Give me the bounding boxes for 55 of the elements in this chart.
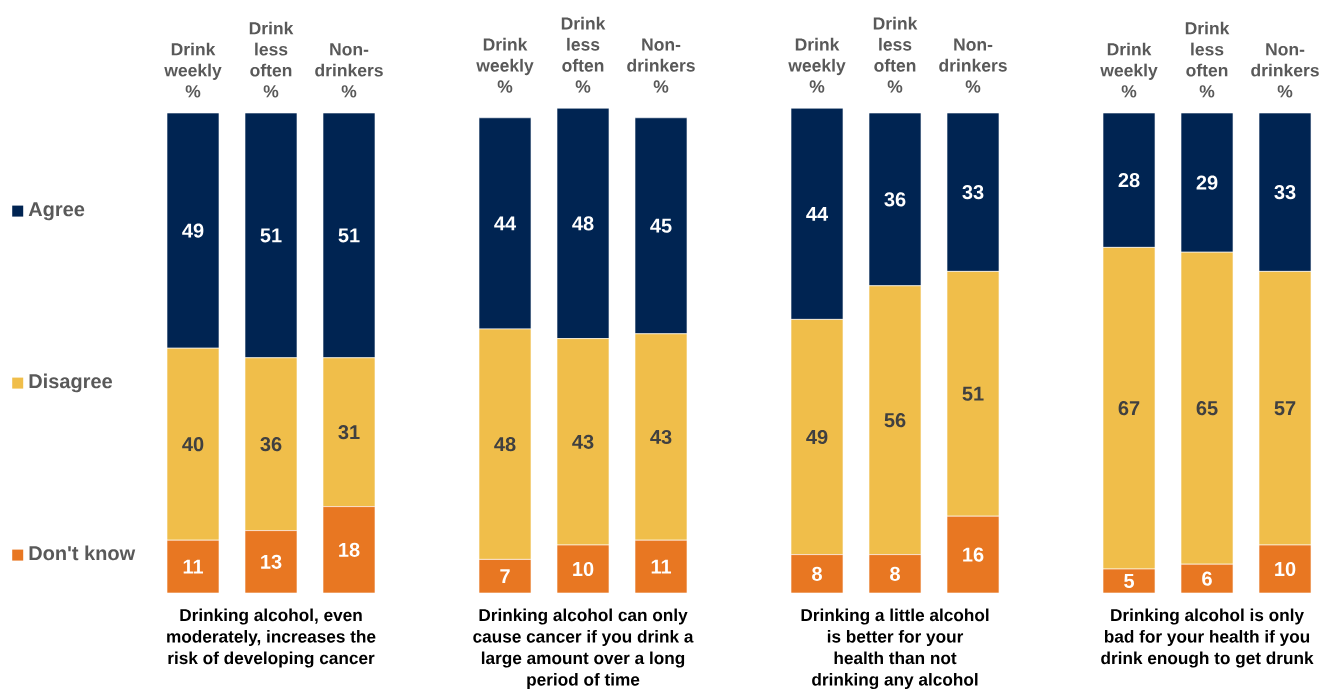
data-label: 11: [183, 559, 204, 574]
x-tick-label: Drink less often %: [873, 16, 918, 93]
data-label: 48: [494, 437, 516, 452]
legend-label: Agree: [28, 202, 85, 221]
data-label: 44: [494, 216, 517, 231]
data-label: 65: [1196, 401, 1218, 416]
data-label: 16: [963, 547, 984, 562]
data-label: 33: [962, 185, 984, 200]
data-label: 43: [650, 429, 672, 445]
x-tick-label: Non-drinkers %: [627, 38, 695, 93]
data-label: 49: [806, 429, 828, 445]
data-label: 7: [500, 569, 510, 584]
data-label: 11: [651, 559, 672, 574]
x-tick-label: Non-drinkers %: [315, 43, 383, 98]
data-label: 6: [1202, 571, 1212, 586]
x-axis-title: Drinking alcohol, even moderately, increases the risk of developing cancer: [167, 608, 376, 668]
data-label: 49: [182, 223, 204, 238]
data-label: 57: [1274, 401, 1296, 416]
x-tick-label: Non-drinkers %: [939, 38, 1007, 93]
x-axis-title: Drinking alcohol is only bad for your health if you drink enough to get drunk: [1101, 608, 1314, 668]
data-label: 40: [182, 437, 204, 452]
data-label: 44: [806, 206, 829, 221]
data-label: 13: [261, 554, 282, 569]
data-label: 48: [572, 216, 594, 231]
x-tick-label: Drink less often %: [561, 16, 606, 93]
x-tick-label: Drink weekly %: [788, 37, 846, 93]
data-label: 10: [1275, 561, 1296, 577]
data-label: 56: [884, 413, 906, 428]
data-label: 28: [1118, 173, 1140, 188]
data-label: 29: [1196, 175, 1218, 190]
data-label: 8: [812, 566, 822, 581]
x-tick-label: Drink weekly %: [476, 37, 534, 93]
x-axis-title: Drinking a little alcohol is better for your health than not drinking any alcohol: [801, 608, 989, 690]
legend-label: Disagree: [29, 373, 113, 393]
x-tick-label: Non-drinkers %: [1251, 43, 1319, 98]
data-label: 33: [1274, 185, 1296, 200]
data-label: 51: [260, 228, 282, 243]
x-tick-label: Drink less often %: [249, 21, 294, 98]
data-label: 51: [962, 386, 984, 401]
data-label: 18: [339, 542, 360, 557]
data-label: 5: [1124, 574, 1135, 588]
x-axis-title: Drinking alcohol can only cause cancer if you drink a large amount over a long period of time: [473, 608, 694, 690]
data-label: 36: [260, 437, 282, 452]
data-label: 45: [650, 218, 672, 233]
data-label: 8: [890, 566, 900, 581]
data-label: 31: [338, 425, 360, 440]
x-tick-label: Drink weekly %: [164, 42, 222, 98]
x-tick-label: Drink weekly %: [1100, 42, 1158, 98]
legend-label: Don't know: [29, 545, 136, 561]
x-tick-label: Drink less often %: [1185, 21, 1230, 98]
data-label: 43: [572, 434, 594, 449]
data-label: 10: [573, 561, 594, 577]
data-label: 36: [884, 192, 906, 207]
data-label: 67: [1118, 401, 1140, 416]
data-label: 51: [338, 228, 360, 243]
